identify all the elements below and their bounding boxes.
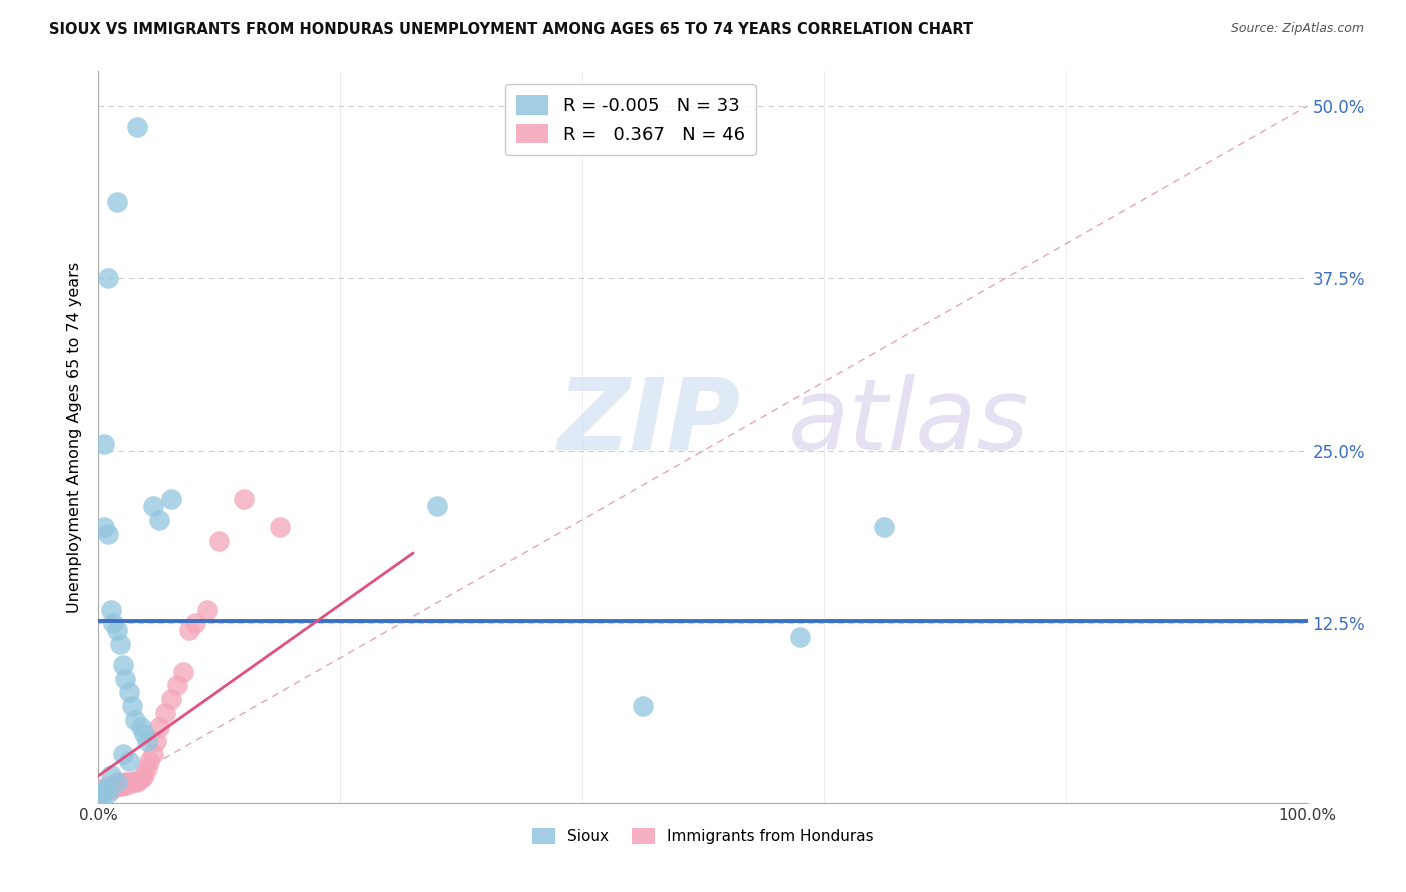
Point [105,624,128,638]
Point [145,733,167,747]
Point [90,782,112,797]
Point [105,195,128,210]
Point [127,120,149,134]
Point [195,602,218,616]
Point [93,782,115,797]
Point [105,775,128,789]
Point [115,778,138,792]
Point [100,780,122,795]
Point [94,780,117,795]
Point [128,772,150,787]
Point [97,271,120,285]
Point [97,786,120,800]
Point [108,776,131,790]
Point [111,778,134,792]
Point [105,778,128,792]
Point [160,692,183,706]
Point [97,779,120,793]
Point [91,785,114,799]
Point [153,706,176,720]
Point [101,616,124,631]
Point [166,678,188,692]
Point [101,780,124,795]
Point [142,499,165,513]
Point [208,533,231,548]
Point [118,775,141,789]
Point [108,778,131,792]
Point [135,761,157,775]
Point [184,616,207,631]
Point [91,788,114,802]
Point [107,779,129,793]
Point [96,782,118,797]
Point [135,733,157,747]
Point [103,779,125,793]
Point [118,685,141,699]
Point [124,773,146,788]
Point [118,755,141,769]
Point [269,520,291,534]
Point [98,782,121,797]
Point [172,665,194,679]
Point [111,657,134,672]
Point [121,775,143,789]
Point [426,499,449,513]
Legend: Sioux, Immigrants from Honduras: Sioux, Immigrants from Honduras [526,822,880,850]
Point [108,637,131,651]
Point [631,699,654,714]
Point [179,624,201,638]
Point [93,520,115,534]
Point [131,771,153,785]
Point [100,602,122,616]
Point [100,768,122,782]
Point [124,713,146,727]
Point [160,492,183,507]
Point [121,699,143,714]
Point [134,727,156,741]
Point [120,776,142,790]
Point [138,755,160,769]
Text: ZIP: ZIP [558,374,741,471]
Point [93,437,115,451]
Point [91,783,114,797]
Point [129,720,152,734]
Point [232,492,254,507]
Point [148,513,170,527]
Point [114,775,136,789]
Point [148,720,170,734]
Point [91,785,114,799]
Point [117,776,139,790]
Point [111,747,134,762]
Point [789,630,811,644]
Point [114,672,136,686]
Point [134,768,156,782]
Point [110,779,132,793]
Point [873,520,896,534]
Point [93,782,115,797]
Text: Source: ZipAtlas.com: Source: ZipAtlas.com [1230,22,1364,36]
Point [112,776,135,790]
Point [97,780,120,795]
Point [127,775,149,789]
Point [97,526,120,541]
Point [100,782,122,797]
Point [142,747,165,762]
Text: SIOUX VS IMMIGRANTS FROM HONDURAS UNEMPLOYMENT AMONG AGES 65 TO 74 YEARS CORRELA: SIOUX VS IMMIGRANTS FROM HONDURAS UNEMPL… [49,22,973,37]
Text: atlas: atlas [787,374,1029,471]
Y-axis label: Unemployment Among Ages 65 to 74 years: Unemployment Among Ages 65 to 74 years [67,261,83,613]
